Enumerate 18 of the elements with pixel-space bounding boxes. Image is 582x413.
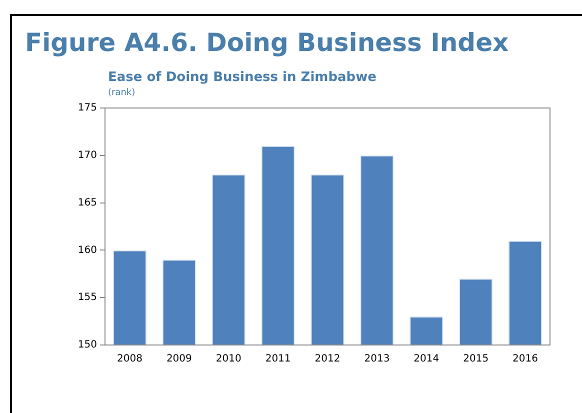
x-tick-label: 2011 [265, 354, 291, 365]
x-tick-label: 2016 [512, 354, 538, 365]
y-tick-label: 175 [78, 102, 97, 114]
y-tick-label: 150 [78, 340, 97, 351]
y-tick-label: 170 [78, 150, 97, 161]
x-tick-label: 2015 [463, 354, 489, 365]
x-tick-label: 2014 [414, 354, 440, 365]
y-tick-label: 160 [78, 244, 97, 256]
x-tick-label: 2012 [314, 354, 340, 365]
x-tick-label: 2013 [364, 354, 390, 365]
chart-subtitle: Ease of Doing Business in Zimbabwe [108, 70, 376, 85]
y-axis-title: (rank) [108, 88, 136, 98]
y-tick-label: 155 [78, 292, 97, 304]
x-tick-label: 2008 [116, 354, 142, 365]
x-tick-label: 2009 [166, 354, 192, 365]
chart-title: Figure A4.6. Doing Business Index [25, 28, 509, 57]
x-tick-label: 2010 [216, 354, 242, 365]
y-tick-label: 165 [78, 197, 97, 208]
